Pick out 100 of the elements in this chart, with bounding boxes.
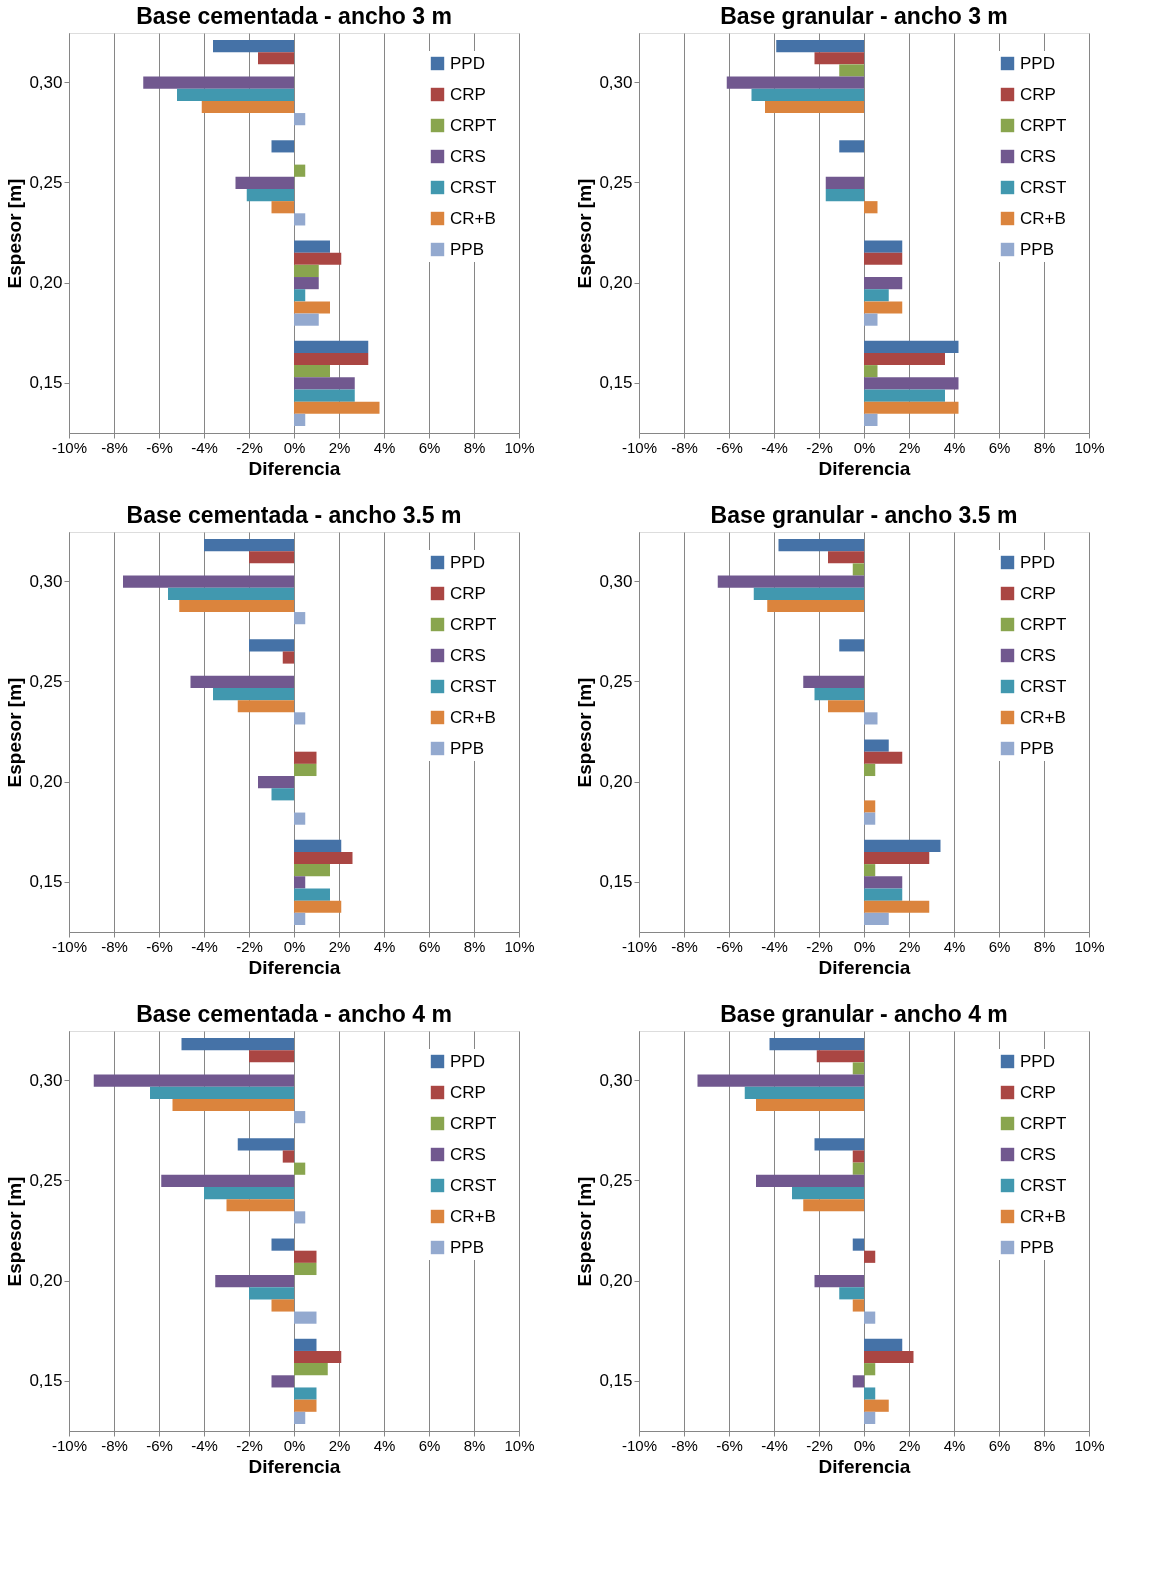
x-axis-title: Diferencia	[818, 457, 911, 479]
legend-label: PPD	[450, 1051, 485, 1071]
bar	[294, 1338, 317, 1351]
bar	[271, 1299, 294, 1312]
x-tick-label: -4%	[761, 937, 788, 955]
bar	[864, 1363, 876, 1376]
x-tick-label: -8%	[671, 1436, 698, 1454]
bar	[864, 252, 903, 265]
bar	[249, 639, 294, 652]
bar	[204, 539, 294, 552]
legend-label: CRST	[1020, 1175, 1067, 1195]
legend-label: CR+B	[1020, 707, 1066, 727]
legend-label: CRS	[450, 645, 486, 665]
bar	[825, 176, 864, 189]
bar	[839, 1287, 864, 1300]
y-tick-label: 0,15	[599, 872, 633, 892]
legend-label: CRP	[1020, 84, 1056, 104]
chart-title: Base cementada - ancho 4 m	[136, 1001, 452, 1027]
bar	[864, 413, 878, 426]
legend-label: PPD	[1020, 53, 1055, 73]
bar	[168, 587, 294, 600]
chart-title: Base granular - ancho 3 m	[720, 3, 1008, 29]
legend-label: CRP	[450, 583, 486, 603]
bar	[294, 1363, 328, 1376]
bar	[294, 1162, 306, 1175]
legend-label: PPB	[1020, 738, 1055, 758]
x-tick-label: 4%	[373, 1436, 396, 1454]
x-tick-label: 4%	[943, 1436, 966, 1454]
legend-label: CRST	[1020, 676, 1067, 696]
y-tick-label: 0,30	[29, 72, 63, 92]
bar	[294, 301, 330, 314]
x-tick-label: 2%	[898, 937, 921, 955]
bar	[294, 313, 319, 326]
x-tick-label: 0%	[853, 937, 876, 955]
x-tick-label: 0%	[283, 438, 306, 456]
bar	[294, 1350, 342, 1364]
y-tick-label: 0,15	[29, 872, 63, 892]
legend-label: CR+B	[450, 208, 496, 228]
bar	[864, 812, 876, 825]
y-axis-title: Espesor [m]	[4, 1176, 26, 1287]
bar	[852, 563, 864, 576]
y-tick-label: 0,15	[599, 373, 633, 393]
bar	[769, 1038, 864, 1051]
bar	[294, 340, 369, 353]
x-tick-label: 4%	[943, 937, 966, 955]
x-tick-label: -2%	[806, 438, 833, 456]
bar	[249, 1050, 294, 1063]
x-tick-label: 8%	[463, 937, 486, 955]
bar	[839, 639, 864, 652]
y-tick-label: 0,20	[29, 772, 63, 792]
y-tick-label: 0,30	[29, 571, 63, 591]
legend-label: CRS	[450, 1144, 486, 1164]
bar	[864, 240, 903, 253]
bar	[294, 839, 342, 852]
bar	[294, 900, 342, 913]
bar	[235, 176, 294, 189]
y-tick-label: 0,15	[29, 373, 63, 393]
y-axis-title: Espesor [m]	[574, 178, 596, 289]
bar	[204, 1186, 294, 1200]
bar	[765, 100, 864, 114]
bar	[864, 201, 878, 214]
x-tick-label: -4%	[191, 937, 218, 955]
bar	[852, 1299, 864, 1312]
bar	[751, 88, 864, 101]
legend-label: CR+B	[450, 1206, 496, 1226]
x-tick-label: 0%	[853, 438, 876, 456]
x-tick-label: -2%	[806, 937, 833, 955]
x-tick-label: -10%	[621, 937, 658, 955]
legend-label: CRPT	[1020, 614, 1067, 634]
bar	[864, 301, 903, 314]
bar	[864, 1311, 876, 1324]
bar	[828, 551, 864, 564]
bar	[294, 751, 317, 764]
bar	[213, 687, 294, 701]
x-tick-label: 0%	[283, 937, 306, 955]
bar	[294, 888, 330, 901]
x-tick-label: -8%	[101, 438, 128, 456]
x-tick-label: -2%	[236, 438, 263, 456]
bar	[294, 113, 306, 126]
bar	[792, 1186, 864, 1200]
bar	[697, 1074, 864, 1087]
x-tick-label: -10%	[51, 937, 88, 955]
legend-label: CRST	[1020, 177, 1067, 197]
x-tick-label: 6%	[418, 937, 441, 955]
legend-label: CRPT	[1020, 115, 1067, 135]
y-tick-label: 0,25	[599, 671, 633, 691]
bar	[864, 1411, 876, 1424]
legend-label: CRPT	[450, 115, 497, 135]
bar	[271, 1375, 294, 1388]
bar	[864, 377, 959, 390]
bar	[294, 1250, 317, 1263]
bar	[803, 1199, 864, 1212]
bar	[237, 1138, 294, 1151]
bar	[271, 201, 294, 214]
bar	[282, 651, 294, 664]
bar	[864, 876, 903, 889]
y-tick-label: 0,20	[29, 273, 63, 293]
bar	[864, 800, 876, 813]
legend-label: CRS	[1020, 1144, 1056, 1164]
bar	[294, 812, 306, 825]
